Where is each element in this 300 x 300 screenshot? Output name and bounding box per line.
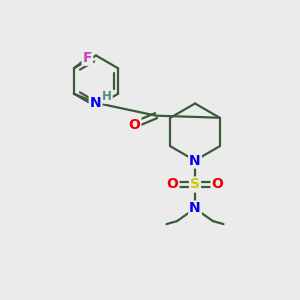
- Text: O: O: [129, 118, 140, 132]
- Text: N: N: [90, 96, 101, 110]
- Text: O: O: [167, 178, 178, 191]
- Text: N: N: [189, 154, 201, 167]
- Text: O: O: [212, 178, 224, 191]
- Text: H: H: [102, 90, 112, 103]
- Text: N: N: [189, 202, 201, 215]
- Text: S: S: [190, 178, 200, 191]
- Text: F: F: [83, 51, 92, 65]
